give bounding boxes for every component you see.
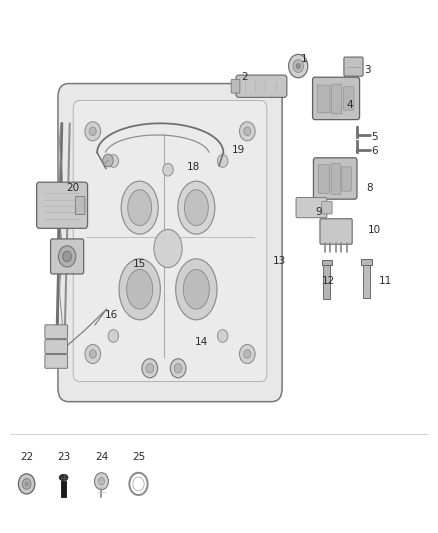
Ellipse shape	[183, 269, 209, 309]
Text: 2: 2	[241, 71, 247, 82]
Text: 4: 4	[346, 100, 353, 110]
FancyBboxPatch shape	[236, 75, 287, 98]
FancyBboxPatch shape	[231, 79, 240, 93]
FancyBboxPatch shape	[314, 158, 357, 199]
FancyBboxPatch shape	[37, 182, 88, 228]
Ellipse shape	[127, 269, 153, 309]
Circle shape	[95, 473, 109, 490]
Text: 22: 22	[20, 453, 33, 463]
Circle shape	[293, 60, 304, 72]
Circle shape	[240, 344, 255, 364]
FancyBboxPatch shape	[343, 87, 354, 110]
Circle shape	[18, 474, 35, 494]
FancyBboxPatch shape	[342, 167, 351, 191]
Circle shape	[85, 344, 101, 364]
Ellipse shape	[59, 474, 68, 481]
FancyBboxPatch shape	[50, 239, 84, 274]
FancyBboxPatch shape	[331, 84, 342, 114]
Text: 3: 3	[364, 66, 370, 75]
Ellipse shape	[128, 190, 152, 225]
Ellipse shape	[178, 181, 215, 234]
Circle shape	[174, 364, 182, 373]
Text: 12: 12	[322, 276, 336, 286]
Ellipse shape	[184, 190, 208, 225]
Circle shape	[142, 359, 158, 378]
Ellipse shape	[154, 229, 182, 268]
Circle shape	[244, 350, 251, 358]
Text: 6: 6	[371, 146, 378, 156]
FancyBboxPatch shape	[318, 165, 329, 193]
Ellipse shape	[121, 181, 158, 234]
Circle shape	[296, 63, 300, 69]
FancyBboxPatch shape	[45, 325, 67, 338]
Text: 14: 14	[195, 337, 208, 347]
FancyBboxPatch shape	[331, 164, 341, 195]
FancyBboxPatch shape	[322, 201, 332, 214]
FancyBboxPatch shape	[58, 84, 282, 402]
FancyBboxPatch shape	[73, 101, 267, 382]
Circle shape	[58, 246, 76, 267]
Text: 11: 11	[378, 276, 392, 286]
Circle shape	[129, 473, 148, 495]
Circle shape	[133, 477, 144, 491]
Bar	[323, 265, 330, 300]
Circle shape	[240, 122, 255, 141]
FancyBboxPatch shape	[45, 354, 67, 368]
Text: 1: 1	[300, 54, 307, 63]
Bar	[363, 265, 371, 298]
FancyBboxPatch shape	[313, 77, 360, 119]
FancyBboxPatch shape	[45, 340, 67, 353]
Circle shape	[289, 54, 308, 78]
FancyBboxPatch shape	[318, 85, 330, 113]
Circle shape	[99, 478, 105, 485]
Circle shape	[170, 359, 186, 378]
Text: 16: 16	[104, 310, 118, 320]
Circle shape	[163, 164, 173, 176]
FancyBboxPatch shape	[344, 57, 363, 76]
Text: 13: 13	[273, 256, 286, 266]
Circle shape	[108, 155, 119, 167]
FancyBboxPatch shape	[75, 197, 85, 215]
Text: 15: 15	[133, 259, 146, 269]
Text: 5: 5	[371, 132, 378, 142]
Text: 25: 25	[132, 453, 145, 463]
Ellipse shape	[119, 259, 160, 320]
Circle shape	[103, 154, 113, 167]
Text: 24: 24	[95, 453, 108, 463]
Text: 18: 18	[187, 162, 200, 172]
Circle shape	[146, 364, 154, 373]
Bar	[322, 260, 332, 265]
Text: 23: 23	[57, 453, 70, 463]
Circle shape	[63, 251, 71, 262]
Text: 20: 20	[67, 183, 80, 193]
Text: 10: 10	[368, 225, 381, 236]
Circle shape	[25, 482, 28, 486]
Circle shape	[85, 122, 101, 141]
FancyBboxPatch shape	[296, 198, 327, 217]
Circle shape	[217, 155, 228, 167]
Circle shape	[89, 127, 96, 135]
Text: 8: 8	[366, 183, 372, 193]
Circle shape	[108, 329, 119, 342]
Bar	[61, 481, 66, 497]
FancyBboxPatch shape	[320, 219, 352, 244]
Circle shape	[89, 350, 96, 358]
Circle shape	[244, 127, 251, 135]
Circle shape	[217, 329, 228, 342]
Ellipse shape	[176, 259, 217, 320]
Text: 19: 19	[232, 145, 245, 155]
Circle shape	[22, 479, 31, 489]
Text: 9: 9	[316, 207, 322, 217]
Bar	[361, 259, 372, 265]
